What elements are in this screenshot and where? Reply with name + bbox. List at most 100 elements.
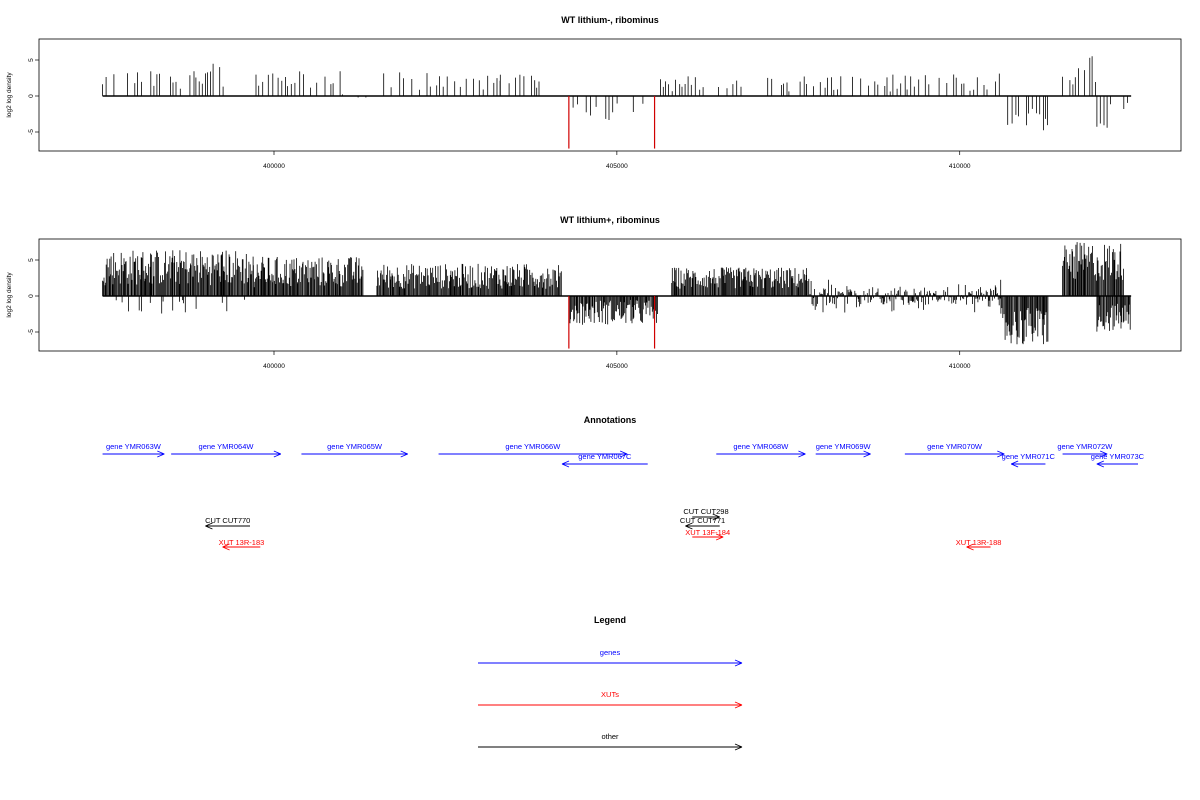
gene-label: gene YMR063W — [106, 442, 162, 451]
arrow-head — [715, 533, 724, 538]
gene-label: gene YMR064W — [199, 442, 255, 451]
arrow-head — [966, 543, 974, 548]
other-arrow: CUT CUT771 — [680, 516, 725, 530]
gene-arrow: gene YMR069W — [816, 442, 872, 458]
gene-label: gene YMR066W — [505, 442, 561, 451]
arrow-head — [205, 525, 213, 530]
annotation-features: gene YMR063W gene YMR064W gene YMR065W gene… — [102, 442, 1145, 551]
legend-label: other — [601, 732, 619, 741]
gene-arrow: gene YMR063W — [102, 442, 165, 458]
panel-title: WT lithium+, ribominus — [560, 215, 660, 225]
gene-arrow: gene YMR072W — [1057, 442, 1113, 458]
arrow-head — [1010, 460, 1019, 465]
annotations-track: Annotations gene YMR063W gene YMR064W gene… — [102, 415, 1145, 551]
x-tick-label: 405000 — [606, 163, 628, 170]
arrow-head — [798, 450, 806, 455]
arrow-head — [273, 450, 282, 455]
legend: Legend genes XUTs other — [478, 615, 743, 751]
arrow-head — [734, 701, 743, 706]
arrow-head — [1096, 463, 1105, 468]
x-tick-label: 410000 — [949, 363, 971, 370]
xut-label: XUT 13F-184 — [685, 528, 730, 537]
arrow-head — [157, 450, 165, 455]
legend-item: other — [478, 732, 743, 751]
arrow-head — [997, 450, 1005, 455]
gene-label: gene YMR071C — [1002, 452, 1056, 461]
arrow-head — [712, 513, 720, 518]
arrow-head — [222, 546, 230, 551]
arrow-head — [400, 450, 408, 455]
arrow-head — [863, 450, 871, 455]
arrow-head — [734, 704, 743, 709]
plot-frame — [38, 38, 1182, 152]
arrow-head — [863, 453, 871, 458]
arrow-head — [561, 460, 570, 465]
gene-label: gene YMR068W — [733, 442, 789, 451]
other-arrow: CUT CUT770 — [205, 516, 250, 530]
legend-item: genes — [478, 648, 743, 667]
arrow-head — [734, 743, 743, 748]
arrow-head — [619, 450, 628, 455]
other-label: CUT CUT771 — [680, 516, 725, 525]
gene-arrow: gene YMR065W — [301, 442, 408, 458]
xut-arrow: XUT 13R-183 — [219, 538, 265, 551]
arrow-head — [619, 453, 628, 458]
x-tick-label: 400000 — [263, 163, 285, 170]
gene-label: gene YMR067C — [578, 452, 632, 461]
arrow-head — [157, 453, 165, 458]
gene-arrow: gene YMR064W — [171, 442, 282, 458]
bar-series — [102, 56, 1132, 149]
arrow-head — [1099, 453, 1108, 458]
arrow-head — [798, 453, 806, 458]
gene-arrow: gene YMR071C — [1002, 452, 1056, 468]
arrow-head — [685, 522, 693, 527]
xut-arrow: XUT 13F-184 — [685, 528, 730, 541]
arrow-head — [685, 525, 693, 530]
y-tick-label: 5 — [28, 58, 35, 62]
other-label: CUT CUT770 — [205, 516, 250, 525]
y-axis: 5 0 -5 — [28, 258, 39, 335]
gene-arrow: gene YMR068W — [716, 442, 806, 458]
panel-lithium-plus: WT lithium+, ribominus log2 log density … — [6, 215, 1182, 370]
y-axis-label: log2 log density — [6, 272, 13, 318]
xut-arrow: XUT 13R-188 — [956, 538, 1002, 551]
gene-label: gene YMR069W — [816, 442, 872, 451]
arrow-head — [1010, 463, 1019, 468]
arrow-head — [205, 522, 213, 527]
bar-series — [102, 242, 1132, 349]
gene-label: gene YMR073C — [1091, 452, 1145, 461]
gene-arrow: gene YMR066W — [438, 442, 628, 458]
y-tick-label: 0 — [28, 294, 35, 298]
legend-label: XUTs — [601, 690, 619, 699]
x-tick-label: 410000 — [949, 163, 971, 170]
x-axis: 400000 405000 410000 — [263, 151, 971, 170]
arrow-head — [273, 453, 282, 458]
gene-arrow: gene YMR073C — [1091, 452, 1145, 468]
y-tick-label: -5 — [28, 329, 35, 335]
xut-label: XUT 13R-183 — [219, 538, 265, 547]
panel-title: WT lithium-, ribominus — [561, 15, 659, 25]
x-axis: 400000 405000 410000 — [263, 351, 971, 370]
legend-item: XUTs — [478, 690, 743, 709]
arrow-head — [734, 662, 743, 667]
legend-label: genes — [600, 648, 621, 657]
gene-label: gene YMR070W — [927, 442, 983, 451]
annotations-title: Annotations — [584, 415, 637, 425]
gene-arrow: gene YMR070W — [904, 442, 1005, 458]
arrow-head — [712, 516, 720, 521]
x-tick-label: 400000 — [263, 363, 285, 370]
arrow-head — [400, 453, 408, 458]
y-tick-label: -5 — [28, 129, 35, 135]
y-axis-label: log2 log density — [6, 72, 13, 118]
arrow-head — [734, 659, 743, 664]
x-tick-label: 405000 — [606, 363, 628, 370]
other-label: CUT CUT298 — [683, 507, 728, 516]
y-tick-label: 5 — [28, 258, 35, 262]
panel-lithium-minus: WT lithium-, ribominus log2 log density … — [6, 15, 1182, 170]
y-tick-label: 0 — [28, 94, 35, 98]
xut-label: XUT 13R-188 — [956, 538, 1002, 547]
arrow-head — [715, 536, 724, 541]
gene-arrow: gene YMR067C — [561, 452, 648, 468]
plot-frame — [38, 238, 1182, 352]
arrow-head — [734, 746, 743, 751]
